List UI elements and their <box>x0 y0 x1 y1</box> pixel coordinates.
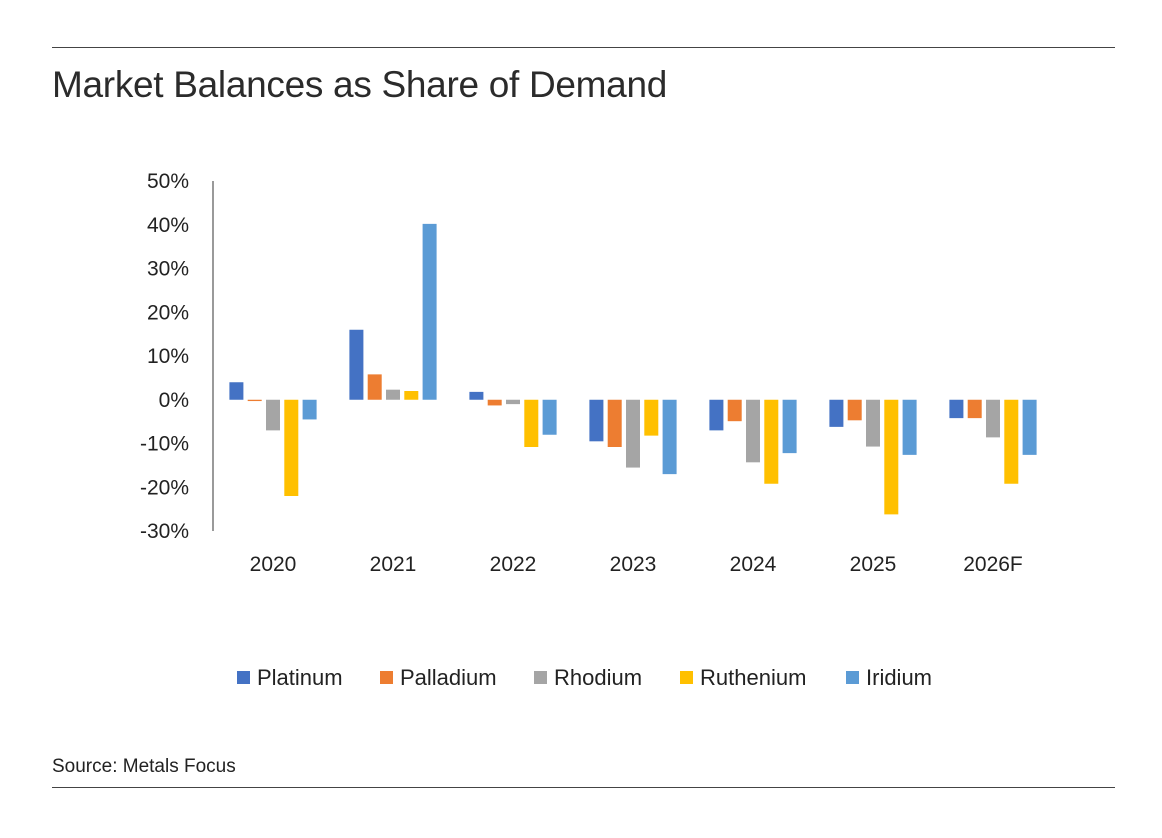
x-tick-label: 2021 <box>370 553 417 576</box>
bar-rhodium-2026f <box>986 399 1000 438</box>
bar-ruthenium-2020 <box>284 399 299 496</box>
y-axis: 50% 40% 30% 20% 10% 0% -10% -20% -30% <box>140 170 214 543</box>
legend: Platinum Palladium Rhodium Ruthenium Iridium <box>237 665 932 690</box>
bar-palladium-2024 <box>727 399 742 422</box>
bar-palladium-2020 <box>247 399 262 402</box>
bar-iridium-2026f <box>1022 399 1037 455</box>
legend-label: Ruthenium <box>700 665 806 690</box>
x-axis: 2020 2021 2022 2023 2024 2025 2026F <box>250 553 1023 576</box>
x-tick-label: 2026F <box>963 553 1023 576</box>
bar-iridium-2021 <box>422 223 437 400</box>
y-tick-label: 0% <box>159 389 189 412</box>
legend-swatch <box>680 671 693 684</box>
legend-label: Iridium <box>866 665 932 690</box>
legend-item-platinum: Platinum <box>237 665 343 690</box>
y-tick-label: 20% <box>147 301 189 324</box>
legend-label: Platinum <box>257 665 343 690</box>
bar-ruthenium-2022 <box>524 399 539 447</box>
x-tick-label: 2025 <box>850 553 897 576</box>
legend-item-ruthenium: Ruthenium <box>680 665 806 690</box>
bar-rhodium-2022 <box>506 399 520 405</box>
bar-ruthenium-2025 <box>884 399 899 515</box>
y-tick-label: 50% <box>147 170 189 193</box>
legend-swatch <box>380 671 393 684</box>
legend-item-iridium: Iridium <box>846 665 932 690</box>
bar-palladium-2023 <box>607 399 622 447</box>
bar-palladium-2021 <box>367 374 382 400</box>
x-tick-label: 2023 <box>610 553 657 576</box>
bar-palladium-2022 <box>487 399 502 406</box>
x-tick-label: 2020 <box>250 553 297 576</box>
legend-swatch <box>534 671 547 684</box>
bar-platinum-2020 <box>229 382 244 400</box>
bar-rhodium-2025 <box>866 399 880 447</box>
bar-palladium-2026f <box>967 399 982 419</box>
bar-rhodium-2020 <box>266 399 280 431</box>
legend-item-palladium: Palladium <box>380 665 497 690</box>
bar-ruthenium-2024 <box>764 399 779 484</box>
bar-iridium-2020 <box>302 399 317 420</box>
source-note: Source: Metals Focus <box>52 756 236 777</box>
bar-rhodium-2021 <box>386 389 400 400</box>
legend-label: Rhodium <box>554 665 642 690</box>
y-tick-label: 40% <box>147 214 189 237</box>
bar-platinum-2025 <box>829 399 844 427</box>
bar-iridium-2025 <box>902 399 917 455</box>
bar-iridium-2022 <box>542 399 557 435</box>
bar-palladium-2025 <box>847 399 862 421</box>
bar-rhodium-2023 <box>626 399 640 468</box>
bar-platinum-2026f <box>949 399 964 419</box>
legend-item-rhodium: Rhodium <box>534 665 642 690</box>
y-tick-label: 10% <box>147 345 189 368</box>
bar-platinum-2024 <box>709 399 724 431</box>
chart-title: Market Balances as Share of Demand <box>52 64 668 105</box>
bar-ruthenium-2021 <box>404 391 419 400</box>
bar-ruthenium-2023 <box>644 399 659 436</box>
bar-iridium-2023 <box>662 399 677 475</box>
top-rule <box>52 47 1115 48</box>
bar-rhodium-2024 <box>746 399 760 463</box>
x-tick-label: 2022 <box>490 553 537 576</box>
bar-platinum-2021 <box>349 329 364 400</box>
legend-label: Palladium <box>400 665 497 690</box>
bars <box>229 223 1037 515</box>
y-tick-label: -20% <box>140 476 189 499</box>
y-tick-label: -10% <box>140 433 189 456</box>
x-tick-label: 2024 <box>730 553 777 576</box>
bar-iridium-2024 <box>782 399 797 454</box>
bottom-rule <box>52 787 1115 788</box>
y-tick-label: 30% <box>147 258 189 281</box>
bar-platinum-2023 <box>589 399 604 442</box>
legend-swatch <box>237 671 250 684</box>
bar-ruthenium-2026f <box>1004 399 1019 484</box>
y-tick-label: -30% <box>140 520 189 543</box>
legend-swatch <box>846 671 859 684</box>
bar-platinum-2022 <box>469 391 484 400</box>
